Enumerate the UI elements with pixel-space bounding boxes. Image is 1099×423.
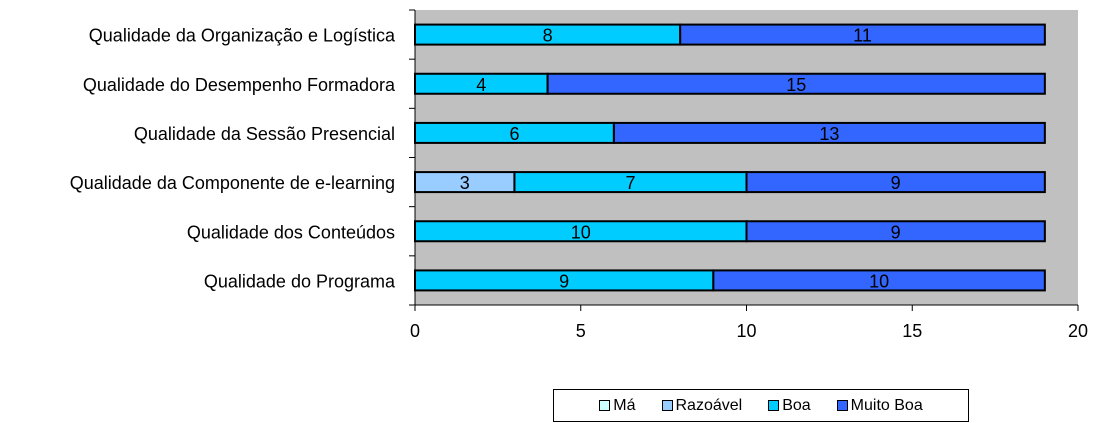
bar-segment bbox=[712, 269, 1046, 292]
legend-label: Muito Boa bbox=[850, 396, 923, 414]
legend-label: Boa bbox=[782, 396, 811, 414]
bar-segment bbox=[612, 121, 1046, 144]
data-label: 15 bbox=[786, 75, 806, 95]
x-tick-label: 15 bbox=[902, 321, 922, 341]
category-label: Qualidade da Sessão Presencial bbox=[134, 124, 395, 144]
legend-label: Má bbox=[613, 396, 636, 414]
legend-swatch bbox=[599, 400, 611, 411]
data-label: 10 bbox=[869, 271, 889, 291]
data-label: 9 bbox=[559, 271, 569, 291]
legend-swatch bbox=[836, 400, 848, 411]
legend-item: Muito Boa bbox=[836, 396, 923, 415]
x-tick-label: 0 bbox=[410, 321, 420, 341]
bar-segment bbox=[745, 220, 1046, 243]
legend-swatch bbox=[661, 400, 673, 411]
x-tick-label: 5 bbox=[576, 321, 586, 341]
data-label: 13 bbox=[819, 124, 839, 144]
category-label: Qualidade dos Conteúdos bbox=[187, 222, 395, 242]
legend-item: Razoável bbox=[661, 396, 743, 415]
data-label: 3 bbox=[460, 173, 470, 193]
data-label: 8 bbox=[543, 26, 553, 46]
bar-segment bbox=[679, 23, 1046, 46]
legend-swatch bbox=[768, 400, 780, 411]
bar-segment bbox=[546, 72, 1046, 95]
bar-chart: 8 11 Qualidade da Organização e Logística 4… bbox=[70, 9, 1088, 341]
data-label: 11 bbox=[853, 26, 872, 46]
plot-area bbox=[415, 10, 1078, 305]
legend-item: Boa bbox=[768, 396, 811, 415]
data-label: 9 bbox=[891, 222, 901, 242]
data-label: 6 bbox=[509, 124, 519, 144]
category-label: Qualidade da Organização e Logística bbox=[89, 26, 396, 46]
data-label: 9 bbox=[891, 173, 901, 193]
legend-item: Má bbox=[599, 396, 636, 415]
legend: Má Razoável Boa Muito Boa bbox=[553, 389, 969, 422]
data-label: 4 bbox=[476, 75, 486, 95]
x-tick-label: 10 bbox=[736, 321, 756, 341]
data-label: 7 bbox=[625, 173, 635, 193]
category-label: Qualidade da Componente de e-learning bbox=[70, 173, 395, 193]
x-tick-label: 20 bbox=[1068, 321, 1088, 341]
bar-segment bbox=[745, 171, 1046, 194]
category-label: Qualidade do Desempenho Formadora bbox=[83, 75, 396, 95]
category-label: Qualidade do Programa bbox=[204, 271, 396, 291]
legend-label: Razoável bbox=[675, 396, 743, 414]
data-label: 10 bbox=[571, 222, 591, 242]
